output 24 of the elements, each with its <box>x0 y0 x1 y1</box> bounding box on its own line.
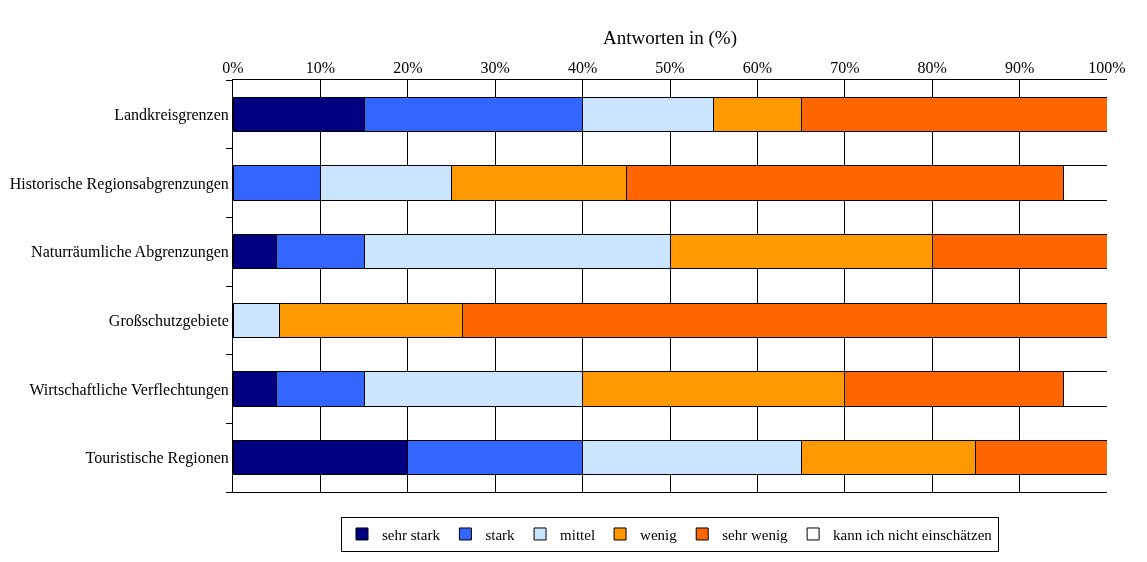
x-tick-label: 90% <box>1004 58 1035 76</box>
x-tick-label: 0% <box>222 58 244 76</box>
x-tick-label: 30% <box>480 58 510 76</box>
x-tick-label: 50% <box>655 58 685 76</box>
y-tick-label: Großschutzgebiete <box>108 311 229 330</box>
x-tick-label: 10% <box>305 58 336 76</box>
legend-label: stark <box>485 526 516 543</box>
y-tick-label: Historische Regionsabgrenzungen <box>9 174 229 193</box>
y-tick-label: Landkreisgrenzen <box>114 105 229 124</box>
y-tick-label: Wirtschaftliche Verflechtungen <box>29 380 229 399</box>
x-tick-label: 80% <box>917 58 947 76</box>
legend-label: wenig <box>640 526 678 543</box>
x-tick-label: 20% <box>393 58 423 76</box>
legend-label: sehr stark <box>382 526 441 543</box>
x-tick-label: 60% <box>742 58 773 76</box>
x-tick-label: 100% <box>1088 58 1126 76</box>
x-axis-title: Antworten in (%) <box>602 27 738 50</box>
legend-label: mittel <box>560 526 596 543</box>
x-tick-label: 40% <box>567 58 598 76</box>
y-tick-label: Naturräumliche Abgrenzungen <box>31 243 229 262</box>
y-tick-label: Touristische Regionen <box>85 449 229 468</box>
legend-label: kann ich nicht einschätzen <box>833 526 993 543</box>
legend-label: sehr wenig <box>722 526 789 543</box>
x-tick-label: 70% <box>830 58 860 76</box>
